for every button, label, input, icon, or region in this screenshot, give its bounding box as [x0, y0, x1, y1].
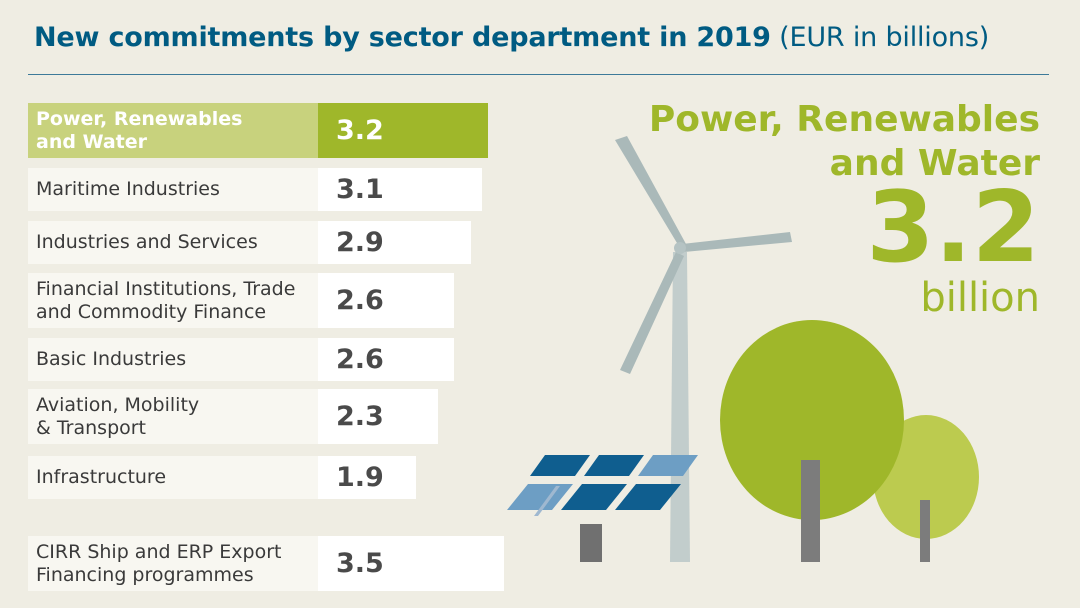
featured-sector-unit: billion — [920, 275, 1040, 321]
sector-label-line: and Water — [36, 130, 148, 153]
sector-label-line: and Commodity Finance — [36, 300, 267, 323]
sector-label: Aviation, Mobility & Transport — [28, 389, 318, 444]
title-divider — [28, 74, 1049, 75]
featured-sector-name-line2: and Water — [829, 143, 1040, 184]
sector-label: CIRR Ship and ERP Export Financing progra… — [28, 536, 318, 591]
chart-title-main: New commitments by sector department in … — [34, 22, 771, 53]
sector-label-line: Basic Industries — [36, 348, 187, 370]
sector-label-line: CIRR Ship and ERP Export — [36, 540, 282, 563]
sector-bar: Aviation, Mobility & Transport 2.3 — [28, 389, 438, 444]
sector-bar: CIRR Ship and ERP Export Financing progra… — [28, 536, 504, 591]
sector-label-line: Aviation, Mobility — [36, 393, 200, 416]
featured-sector-name: Power, Renewables and Water — [640, 98, 1040, 186]
sector-value: 2.6 — [318, 273, 454, 328]
sector-bar: Industries and Services 2.9 — [28, 221, 471, 264]
sector-label-line: Financing programmes — [36, 563, 254, 586]
sector-bar: Basic Industries 2.6 — [28, 338, 454, 381]
sector-value: 2.9 — [318, 221, 471, 264]
sector-bar: Infrastructure 1.9 — [28, 456, 416, 499]
sector-label: Industries and Services — [28, 221, 318, 264]
sector-bar: Maritime Industries 3.1 — [28, 168, 482, 211]
sector-value: 3.1 — [318, 168, 482, 211]
sector-label-line: Financial Institutions, Trade — [36, 277, 296, 300]
sector-label: Infrastructure — [28, 456, 318, 499]
sector-bar: Power, Renewables and Water 3.2 — [28, 103, 488, 158]
chart-title-unit: (EUR in billions) — [779, 22, 990, 53]
sector-value: 2.6 — [318, 338, 454, 381]
sector-value: 3.5 — [318, 536, 504, 591]
sector-label-line: Maritime Industries — [36, 178, 220, 200]
sector-value: 1.9 — [318, 456, 416, 499]
sector-label: Power, Renewables and Water — [28, 103, 318, 158]
sector-bar: Financial Institutions, Trade and Commodi… — [28, 273, 454, 328]
sector-label: Maritime Industries — [28, 168, 318, 211]
sector-value: 2.3 — [318, 389, 438, 444]
sector-value: 3.2 — [318, 103, 488, 158]
sector-label: Financial Institutions, Trade and Commodi… — [28, 273, 318, 328]
sector-label: Basic Industries — [28, 338, 318, 381]
chart-title: New commitments by sector department in … — [34, 22, 989, 53]
sector-label-line: Infrastructure — [36, 466, 167, 488]
featured-sector-value: 3.2 — [866, 171, 1040, 285]
tree-icon — [720, 320, 979, 562]
solar-panel-icon — [507, 455, 698, 562]
featured-sector-name-line1: Power, Renewables — [648, 99, 1040, 140]
sector-label-line: Industries and Services — [36, 231, 258, 253]
sector-label-line: & Transport — [36, 416, 147, 439]
sector-label-line: Power, Renewables — [36, 107, 243, 130]
